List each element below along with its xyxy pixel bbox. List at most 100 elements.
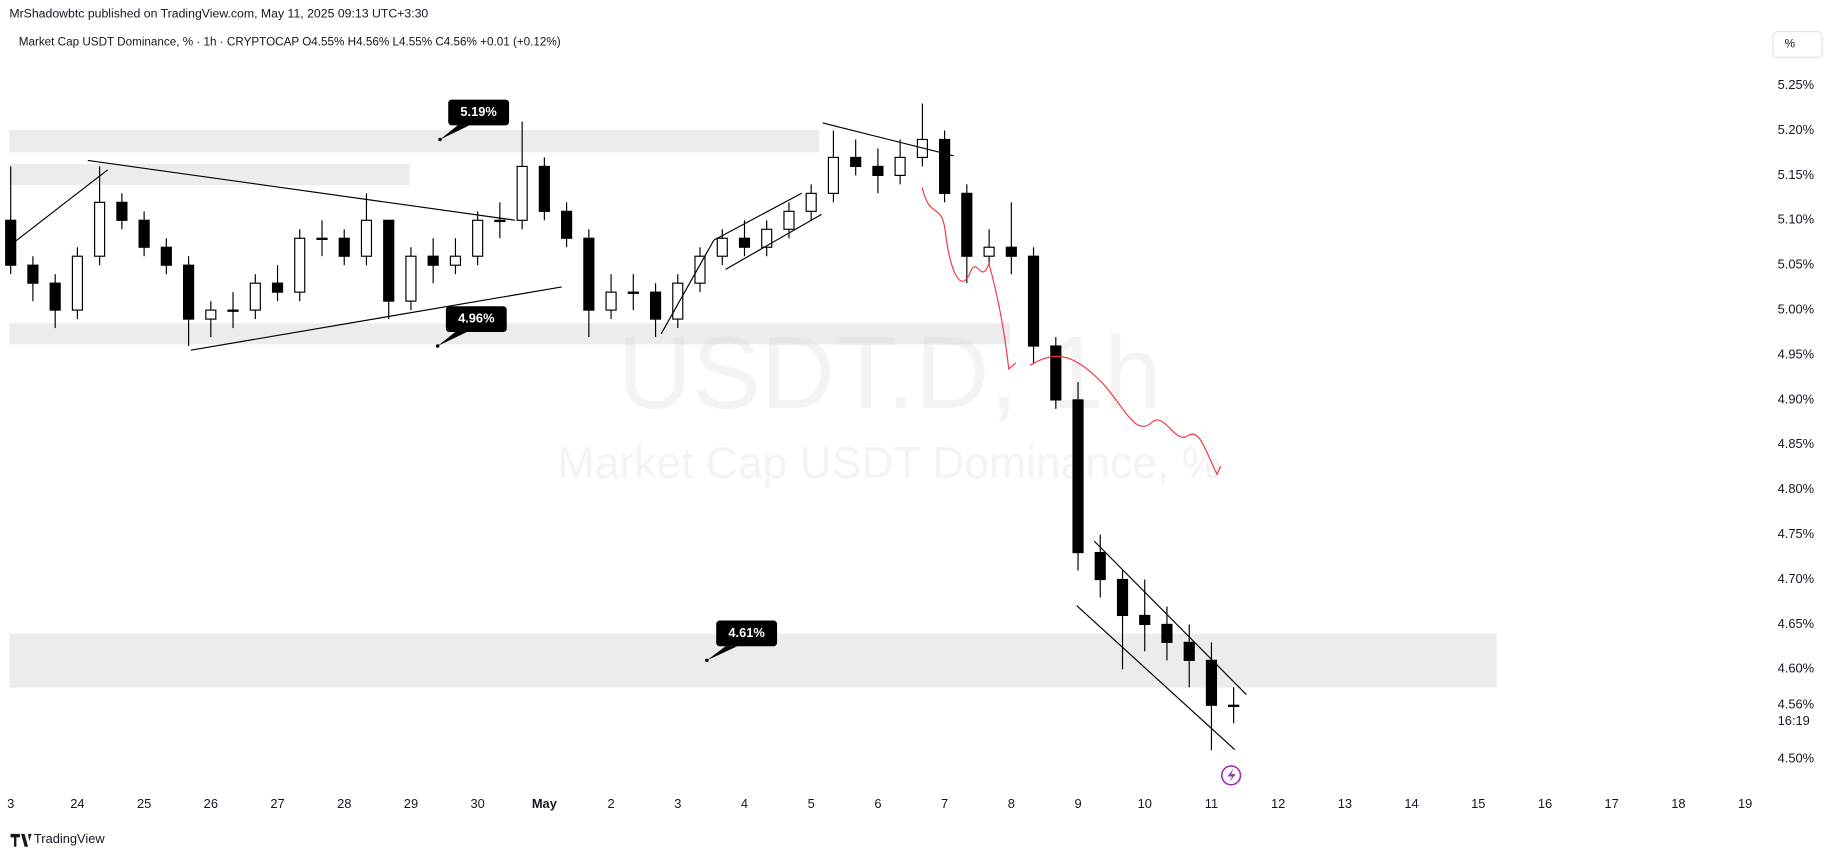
trend-line — [87, 159, 516, 221]
candle-body — [716, 237, 728, 257]
y-tick-label: 5.10% — [1778, 212, 1814, 227]
candle-body — [805, 192, 817, 212]
x-tick-label: 28 — [337, 796, 351, 811]
brand: TradingView — [34, 831, 105, 846]
trend-line — [190, 286, 562, 351]
brand-logo — [10, 833, 32, 847]
annotation-box — [445, 306, 507, 332]
last-price-box — [1769, 697, 1826, 730]
x-tick-label: 27 — [270, 796, 284, 811]
x-tick-label: 16 — [1538, 796, 1552, 811]
y-tick-label: 4.85% — [1778, 436, 1814, 451]
annotation-label: 4.96% — [458, 310, 495, 325]
candle-body — [1116, 578, 1129, 617]
candle-body — [983, 246, 995, 257]
candle-body — [249, 282, 261, 311]
candle-body — [761, 228, 773, 248]
y-tick-label: 4.70% — [1778, 571, 1814, 586]
y-tick-label: 5.25% — [1778, 77, 1814, 92]
candle-body — [850, 156, 862, 167]
x-tick-label: 17 — [1605, 796, 1619, 811]
x-tick-label: 6 — [874, 796, 881, 811]
x-tick-label: 12 — [1271, 796, 1285, 811]
candle-body — [49, 282, 61, 311]
candle-body — [405, 255, 417, 302]
y-tick-label: 5.05% — [1778, 257, 1814, 272]
candle-body — [694, 255, 706, 284]
candle-body — [183, 264, 195, 320]
candle-body — [583, 237, 595, 311]
x-tick-label: 5 — [808, 796, 815, 811]
candles — [5, 103, 1240, 751]
candle-body — [71, 255, 83, 311]
last-price-label: 4.56% — [1778, 697, 1814, 712]
y-tick-label: 4.95% — [1778, 346, 1814, 361]
annotations: 5.19% 4.96% 4.61% — [435, 99, 778, 663]
y-tick-label: 4.65% — [1778, 616, 1814, 631]
event-icon[interactable] — [1221, 765, 1242, 786]
projection-path — [921, 187, 1222, 476]
x-tick-label: 11 — [1205, 796, 1218, 811]
candle-body — [271, 282, 284, 293]
annotation-pointer — [437, 331, 467, 347]
y-tick-label: 4.80% — [1778, 481, 1814, 496]
trend-line — [713, 192, 802, 241]
annotation-label: 5.19% — [460, 104, 497, 119]
x-tick-label: 25 — [137, 796, 151, 811]
x-tick-label: 4 — [741, 796, 748, 811]
zone — [9, 323, 1010, 345]
x-tick-label: 30 — [471, 796, 485, 811]
scale-button-label[interactable]: % — [1785, 38, 1795, 51]
candle-body — [538, 165, 550, 212]
candle-body — [1139, 614, 1151, 626]
candle-body — [894, 156, 906, 176]
trend-line — [822, 122, 954, 157]
candle-body — [294, 237, 306, 293]
candle-body — [116, 201, 128, 221]
candle-body — [560, 210, 573, 239]
candle-body — [738, 237, 751, 248]
candle-body — [1161, 623, 1173, 643]
candle-body — [494, 219, 506, 223]
candle-body — [316, 237, 328, 241]
legend: Market Cap USDT Dominance, % · 1h · CRYP… — [19, 35, 561, 48]
publisher: MrShadowbtc published on TradingView.com… — [9, 6, 428, 20]
trend-line — [1076, 605, 1236, 751]
axes: 4.50% 4.60% 4.65% 4.70% 4.75% 4.80% 4.85% 4.90%… — [7, 77, 1826, 811]
candle-body — [427, 255, 439, 266]
trend-line — [9, 169, 109, 247]
candle-body — [27, 264, 39, 284]
trend-line — [725, 213, 822, 270]
annotation-point — [435, 344, 440, 348]
candle-body — [227, 309, 239, 312]
candle-body — [1183, 641, 1195, 661]
y-tick-label: 5.15% — [1778, 167, 1814, 182]
annotation-box — [448, 99, 510, 126]
scale-button[interactable] — [1772, 31, 1823, 58]
x-tick-label: 13 — [1338, 796, 1352, 811]
candle-body — [160, 246, 172, 266]
zones — [9, 130, 1497, 688]
candle-body — [649, 291, 662, 320]
x-tick-label: 3 — [674, 796, 681, 811]
y-tick-label: 4.50% — [1778, 751, 1814, 766]
x-tick-label: 15 — [1471, 796, 1485, 811]
x-tick-label: 19 — [1738, 796, 1752, 811]
candle-body — [783, 210, 795, 230]
candle-body — [449, 255, 462, 266]
candle-body — [1050, 345, 1062, 401]
candle-body — [1005, 246, 1017, 257]
candle-body — [605, 291, 617, 311]
candle-body — [5, 219, 17, 266]
candle-body — [472, 219, 484, 257]
candle-body — [94, 201, 106, 257]
candle-body — [338, 237, 350, 257]
candle-body — [205, 309, 217, 320]
candle-body — [961, 192, 973, 257]
annotation-point — [438, 137, 442, 142]
x-tick-label: 24 — [70, 796, 84, 811]
x-tick-label: 9 — [1074, 796, 1081, 811]
candle-body — [939, 138, 951, 194]
y-tick-label: 4.75% — [1778, 526, 1814, 541]
